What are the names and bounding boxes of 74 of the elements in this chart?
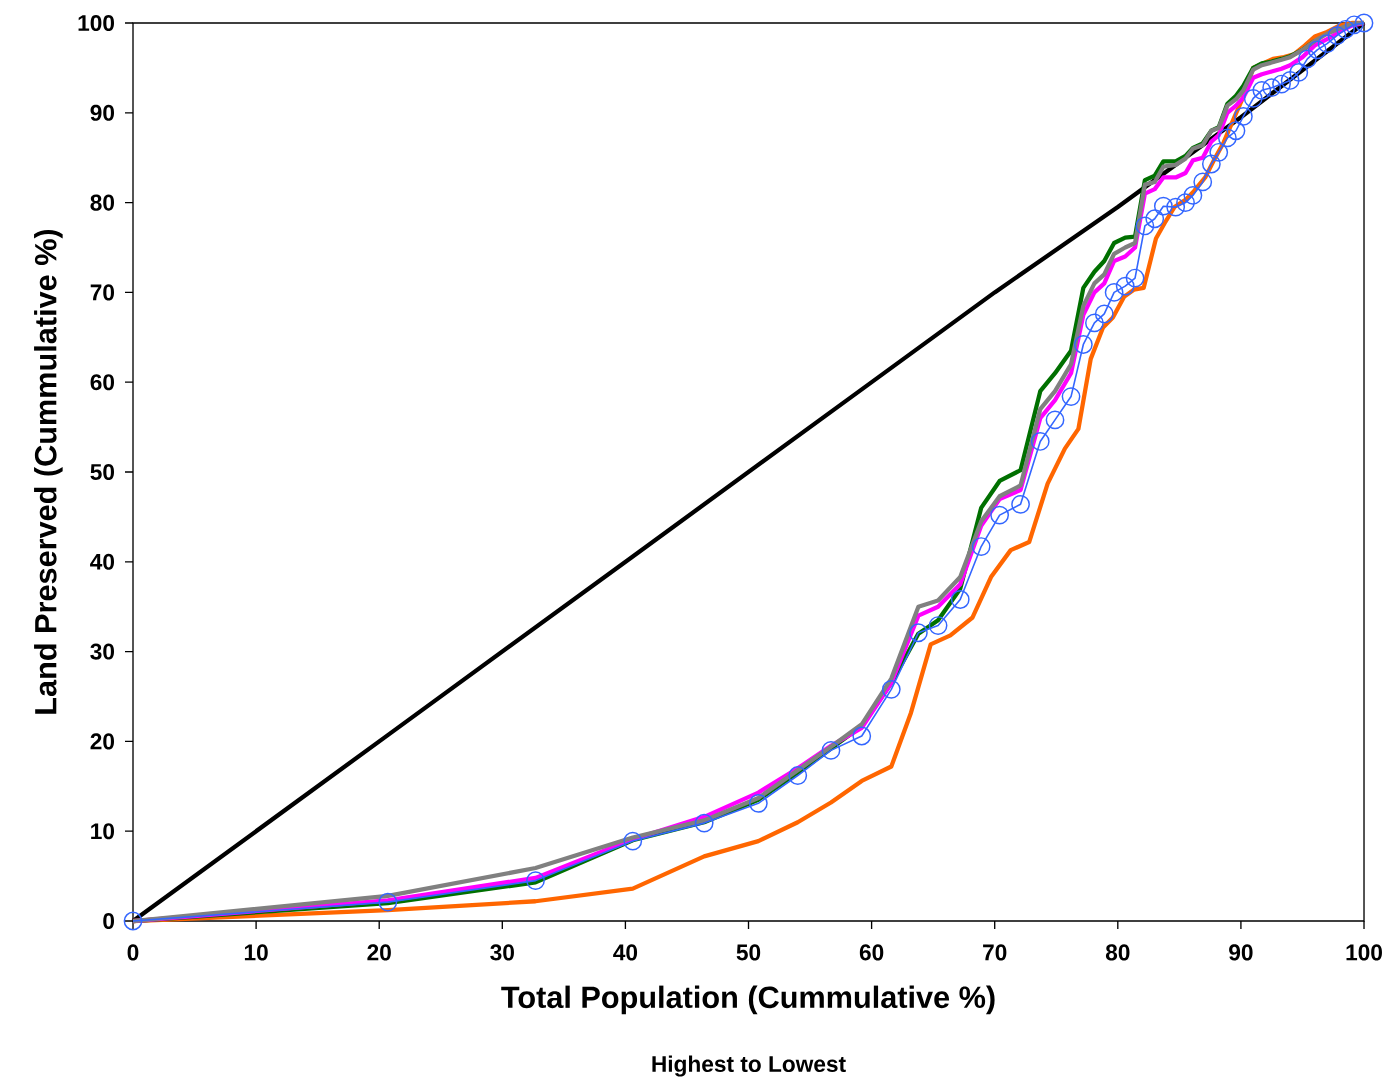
point xyxy=(1252,80,1272,100)
x-tick-label: 70 xyxy=(983,944,1007,961)
point xyxy=(1125,268,1145,288)
point xyxy=(526,871,545,890)
point xyxy=(971,537,991,556)
point xyxy=(1045,410,1065,430)
point xyxy=(1153,196,1173,216)
y-tick-label: 0 xyxy=(103,912,115,930)
point xyxy=(852,726,872,746)
point xyxy=(1297,49,1317,69)
point xyxy=(694,813,714,833)
point xyxy=(748,793,768,813)
y-tick-label: 60 xyxy=(90,374,115,391)
point xyxy=(378,892,398,912)
point xyxy=(950,590,970,609)
point xyxy=(1307,40,1327,60)
point xyxy=(1209,142,1229,162)
point xyxy=(1233,106,1253,126)
point xyxy=(788,766,808,785)
x-tick-label: 40 xyxy=(613,944,638,961)
point xyxy=(1289,62,1309,82)
y-tick-label: 100 xyxy=(78,14,115,32)
x-tick-label: 20 xyxy=(367,944,391,961)
point xyxy=(1317,34,1337,54)
point xyxy=(1262,78,1282,98)
x-tick-label: 10 xyxy=(244,944,268,961)
point xyxy=(881,679,901,699)
point xyxy=(1217,128,1237,148)
y-tick-label: 50 xyxy=(90,463,115,481)
point xyxy=(1030,432,1050,451)
point xyxy=(1135,216,1155,236)
point xyxy=(928,616,948,635)
point xyxy=(908,623,928,643)
x-axis-title: Total Population (Cummulative %) xyxy=(501,985,995,1015)
point xyxy=(1166,197,1186,217)
point xyxy=(1327,26,1347,45)
point xyxy=(623,831,643,851)
y-tick-label: 10 xyxy=(91,823,115,840)
point xyxy=(1354,13,1374,33)
point xyxy=(1201,154,1221,174)
x-tick-label: 90 xyxy=(1229,944,1253,961)
point xyxy=(1104,282,1124,302)
y-tick-label: 30 xyxy=(90,643,115,660)
point xyxy=(1073,335,1093,354)
y-tick-label: 70 xyxy=(90,284,115,301)
y-tick-label: 90 xyxy=(90,104,115,121)
point xyxy=(1193,172,1213,192)
x-tick-label: 60 xyxy=(859,944,884,961)
point xyxy=(1183,186,1203,205)
x-tick-label: 100 xyxy=(1346,944,1382,961)
point xyxy=(1011,494,1030,514)
x-tick-label: 80 xyxy=(1105,944,1130,961)
point xyxy=(821,740,841,760)
point xyxy=(1145,209,1165,229)
x-tick-label: 50 xyxy=(736,944,761,961)
x-tick-label: 0 xyxy=(127,944,139,961)
point xyxy=(1243,89,1263,108)
point xyxy=(1094,304,1114,324)
point xyxy=(1272,74,1291,94)
point xyxy=(990,505,1010,525)
y-tick-label: 20 xyxy=(90,733,115,750)
point xyxy=(1280,71,1300,90)
point xyxy=(1226,121,1246,141)
text: Highest to Lowest xyxy=(652,1055,846,1077)
y-tick-label: 80 xyxy=(90,194,115,211)
point xyxy=(1061,387,1081,406)
x-tick-label: 30 xyxy=(490,944,514,961)
point xyxy=(1085,313,1104,333)
point xyxy=(123,911,143,931)
point xyxy=(1115,276,1135,296)
y-axis-title: Land Preserved (Cummulative %) xyxy=(34,229,63,714)
point xyxy=(1336,19,1355,39)
y-tick-label: 40 xyxy=(90,553,115,570)
point xyxy=(1176,193,1195,212)
